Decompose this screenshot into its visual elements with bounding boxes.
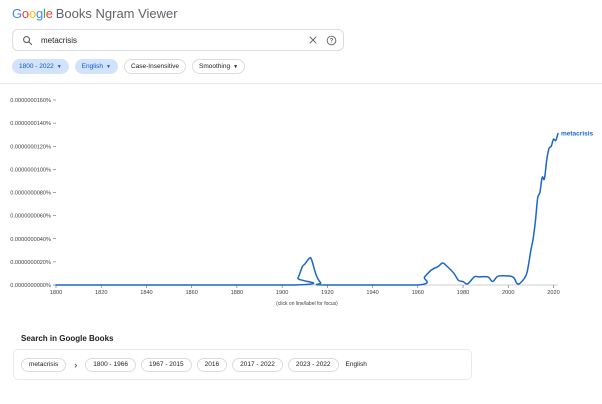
- close-icon[interactable]: [307, 34, 319, 46]
- chart-caption: (click on line/label for focus): [276, 301, 338, 307]
- x-tick-label: 2020: [547, 290, 559, 296]
- svg-text:?: ?: [329, 38, 333, 44]
- x-tick-label: 1880: [231, 290, 243, 296]
- logo-letter: o: [28, 6, 36, 21]
- books-range-2023-2022[interactable]: 2023 - 2022: [287, 357, 339, 372]
- x-tick-label: 1960: [412, 290, 424, 296]
- x-tick-label: 1920: [321, 290, 333, 296]
- smoothing-label: Smoothing: [199, 63, 231, 70]
- series-label[interactable]: metacrisis: [561, 131, 594, 138]
- logo-letter: l: [43, 6, 46, 21]
- search-input[interactable]: [41, 31, 301, 49]
- books-term-chip[interactable]: metacrisis: [21, 357, 67, 372]
- y-tick-label: 0.0000000080%: [10, 191, 51, 197]
- divider: [0, 83, 602, 84]
- books-links-panel: metacrisis › 1800 - 1966 1967 - 2015 201…: [13, 349, 472, 380]
- language-label: English: [81, 63, 103, 70]
- smoothing-dropdown[interactable]: Smoothing ▼: [192, 59, 246, 74]
- series-line-metacrisis[interactable]: [55, 132, 559, 286]
- y-tick-label: 0.0000000060%: [10, 214, 51, 220]
- x-tick-label: 1800: [50, 290, 62, 296]
- app-title: Books Ngram Viewer: [55, 6, 178, 21]
- y-tick-label: 0.0000000020%: [10, 260, 51, 266]
- y-tick-label: 0.0000000120%: [10, 144, 51, 150]
- books-range-1967-2015[interactable]: 1967 - 2015: [140, 357, 192, 372]
- books-range-2017-2022[interactable]: 2017 - 2022: [232, 357, 283, 372]
- caret-down-icon: ▼: [105, 63, 111, 70]
- case-label: Case-Insensitive: [130, 63, 179, 70]
- chevron-right-icon: ›: [74, 359, 78, 370]
- y-tick-label: 0.0000000100%: [10, 167, 51, 173]
- books-section-title: Search in Google Books: [21, 334, 114, 343]
- x-tick-label: 1940: [366, 290, 378, 296]
- help-icon[interactable]: ?: [325, 34, 337, 46]
- y-tick-label: 0.0000000040%: [10, 237, 51, 243]
- ngram-chart: 0.0000000000% 0.0000000020% 0.0000000040% 0…: [10, 98, 594, 307]
- x-tick-label: 1900: [276, 290, 288, 296]
- x-tick-label: 1980: [457, 290, 469, 296]
- x-tick-label: 2000: [502, 290, 514, 296]
- year-range-label: 1800 - 2022: [19, 63, 54, 70]
- year-range-dropdown[interactable]: 1800 - 2022 ▼: [12, 59, 69, 74]
- books-range-1800-1966[interactable]: 1800 - 1966: [85, 357, 136, 372]
- y-tick-label: 0.0000000160%: [10, 98, 51, 104]
- language-dropdown[interactable]: English ▼: [74, 59, 118, 74]
- y-tick-label: 0.0000000000%: [10, 283, 51, 289]
- books-range-2016[interactable]: 2016: [196, 357, 228, 372]
- logo-letter: g: [35, 6, 44, 21]
- logo-letter: G: [12, 6, 22, 21]
- filter-bar: 1800 - 2022 ▼ English ▼ Case-Insensitive S…: [12, 59, 246, 74]
- caret-down-icon: ▼: [233, 63, 239, 70]
- x-tick-label: 1860: [185, 290, 197, 296]
- x-tick-label: 1820: [95, 290, 107, 296]
- search-icon: [21, 34, 33, 46]
- logo-letter: e: [45, 6, 53, 21]
- caret-down-icon: ▼: [56, 63, 62, 70]
- books-language-link[interactable]: English: [345, 361, 367, 368]
- case-insensitive-toggle[interactable]: Case-Insensitive: [123, 59, 186, 74]
- search-box: ?: [12, 29, 344, 51]
- logo-letter: o: [21, 6, 29, 21]
- x-tick-label: 1840: [140, 290, 152, 296]
- y-tick-label: 0.0000000140%: [10, 121, 51, 127]
